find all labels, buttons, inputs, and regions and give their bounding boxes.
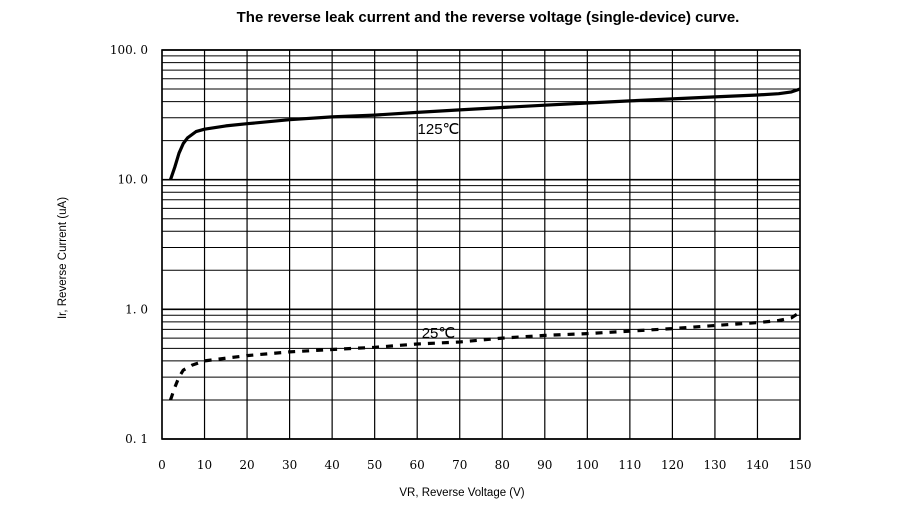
x-axis-label: VR, Reverse Voltage (V) [399, 487, 524, 499]
y-axis-label: Ir, Reverse Current (uA) [57, 197, 69, 319]
y-tick-label: 0. 1 [125, 432, 148, 446]
curve-125c [168, 87, 801, 181]
x-tick-label: 130 [703, 458, 726, 472]
x-tick-label: 120 [661, 458, 684, 472]
y-tick-label: 1. 0 [125, 302, 148, 316]
x-tick-label: 150 [789, 458, 812, 472]
x-tick-label: 140 [746, 458, 769, 472]
curves [168, 87, 801, 401]
x-tick-label: 30 [282, 458, 297, 472]
curve-labels: 125℃ 25℃ [418, 121, 460, 342]
y-tick-label: 100. 0 [110, 43, 148, 57]
curve-25c [168, 310, 801, 401]
x-tick-label: 100 [576, 458, 599, 472]
x-tick-label: 0 [158, 458, 166, 472]
x-tick-label: 60 [410, 458, 425, 472]
y-tick-label: 10. 0 [117, 173, 148, 187]
x-tick-label: 20 [239, 458, 254, 472]
curve-label: 25℃ [422, 325, 456, 342]
curve-label: 125℃ [418, 121, 460, 138]
x-tick-label: 110 [618, 458, 641, 472]
x-tick-label: 90 [537, 458, 552, 472]
x-tick-labels: 0 10 20 30 40 50 60 70 80 90 100 110 120 130 140 150 [158, 458, 811, 472]
x-tick-label: 40 [324, 458, 339, 472]
y-tick-labels: 0. 1 1. 0 10. 0 100. 0 [110, 43, 148, 446]
x-tick-label: 70 [452, 458, 467, 472]
x-tick-label: 50 [367, 458, 382, 472]
x-tick-label: 80 [495, 458, 510, 472]
chart-title: The reverse leak current and the reverse… [237, 9, 740, 26]
plot-frame [161, 49, 801, 440]
x-tick-label: 10 [197, 458, 212, 472]
